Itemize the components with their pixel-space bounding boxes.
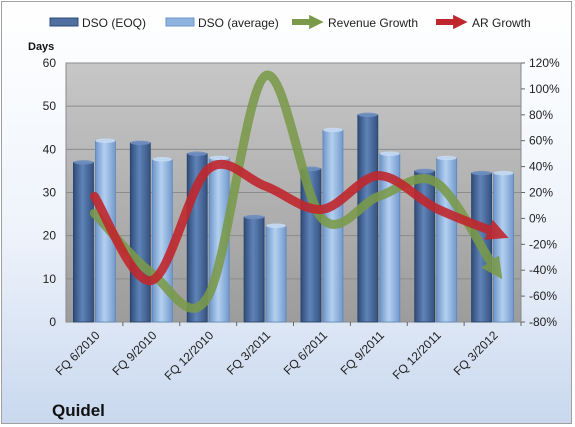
- x-tick-label: FQ 12/2011: [390, 328, 444, 382]
- left-tick-label: 50: [43, 99, 57, 113]
- legend-item-dso-average: DSO (average): [165, 16, 279, 30]
- trend-lines: [89, 70, 509, 313]
- legend-label-ar-growth: AR Growth: [472, 16, 531, 30]
- company-name: Quidel: [52, 401, 105, 420]
- x-axis-ticks: FQ 6/2010 FQ 9/2010 FQ 12/2010 FQ 3/2011 FQ …: [53, 322, 522, 383]
- left-tick-label: 0: [49, 315, 56, 329]
- right-tick-label: -40%: [529, 263, 557, 277]
- line-ar-growth: [89, 159, 509, 286]
- legend-swatch-dso-average: [165, 17, 195, 27]
- bar-dso-eoq: [357, 112, 379, 323]
- left-axis-title: Days: [28, 41, 54, 53]
- bar-dso-average: [265, 223, 287, 323]
- bar-dso-eoq: [243, 214, 265, 323]
- x-tick-label: FQ 9/2011: [338, 328, 388, 378]
- left-tick-label: 40: [43, 142, 57, 156]
- bar-dso-eoq: [73, 160, 94, 323]
- legend-label-dso-average: DSO (average): [198, 16, 279, 30]
- x-tick-label: FQ 12/2010: [162, 328, 217, 383]
- left-tick-label: 30: [43, 186, 57, 200]
- right-tick-label: -80%: [529, 315, 557, 329]
- legend-label-dso-eoq: DSO (EOQ): [82, 16, 146, 30]
- right-tick-label: 100%: [529, 82, 560, 96]
- x-tick-label: FQ 6/2010: [53, 328, 103, 378]
- x-tick-label: FQ 3/2011: [224, 328, 274, 378]
- right-tick-label: 80%: [529, 108, 553, 122]
- left-tick-label: 20: [43, 229, 57, 243]
- bar-dso-eoq: [129, 140, 151, 323]
- right-tick-label: 60%: [529, 134, 553, 148]
- left-tick-label: 60: [43, 56, 57, 70]
- legend: DSO (EOQ) DSO (average) Revenue Growth A…: [49, 14, 531, 30]
- right-tick-label: -20%: [529, 237, 557, 251]
- legend-swatch-dso-eoq: [49, 17, 79, 27]
- right-tick-label: 120%: [529, 56, 560, 70]
- left-axis-ticks: 0 10 20 30 40 50 60: [43, 56, 57, 329]
- right-tick-label: 20%: [529, 186, 553, 200]
- line-revenue-growth: [89, 70, 503, 313]
- left-tick-label: 10: [43, 272, 57, 286]
- legend-label-revenue-growth: Revenue Growth: [328, 16, 418, 30]
- x-tick-label: FQ 6/2011: [281, 328, 331, 378]
- right-tick-label: -60%: [529, 289, 557, 303]
- legend-item-ar-growth: AR Growth: [436, 14, 531, 30]
- x-tick-label: FQ 3/2012: [451, 328, 501, 378]
- right-tick-label: 40%: [529, 160, 553, 174]
- x-tick-label: FQ 9/2010: [109, 328, 159, 378]
- legend-item-revenue-growth: Revenue Growth: [292, 14, 418, 30]
- right-axis-ticks: -80% -60% -40% -20% 0% 20% 40% 60% 80% 100% 120%: [521, 56, 560, 329]
- bar-dso-average: [493, 170, 514, 323]
- right-tick-label: 0%: [529, 211, 547, 225]
- legend-item-dso-eoq: DSO (EOQ): [49, 16, 146, 30]
